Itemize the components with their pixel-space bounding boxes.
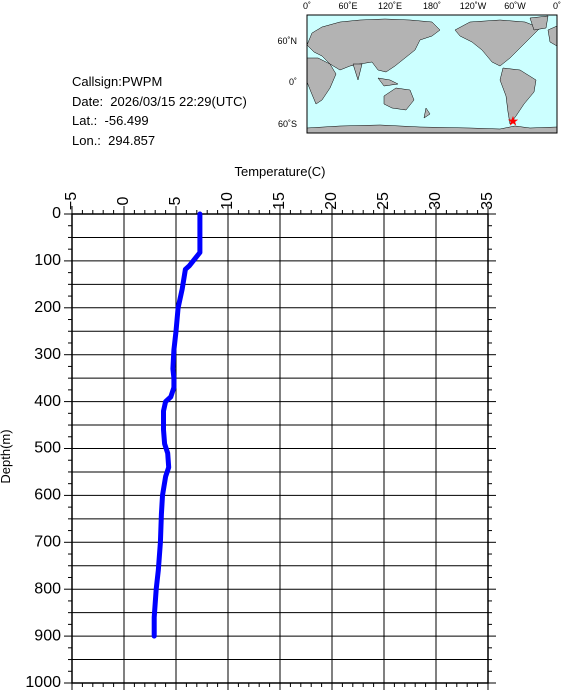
y-axis-title: Depth(m) — [0, 429, 13, 483]
land-south-america — [499, 67, 537, 125]
world-map: 0˚ 60˚E 120˚E 180˚ 120˚W 60˚W 0˚ 60˚N 0˚ 60˚S — [277, 1, 561, 134]
temperature-profile-line — [151, 211, 203, 639]
land-australia — [383, 87, 415, 111]
land-indonesia — [377, 77, 399, 87]
y-tick-label: 700 — [34, 534, 61, 551]
x-tick-label: 10 — [219, 192, 236, 210]
land-africa — [306, 57, 337, 105]
x-tick-label: 35 — [479, 192, 496, 210]
x-tick-label: 30 — [427, 192, 444, 210]
callsign-text: Callsign:PWPM — [72, 74, 163, 89]
y-tick-label: 400 — [34, 393, 61, 410]
map-land — [306, 15, 558, 134]
map-longitude-label: 120˚E — [378, 1, 402, 11]
land-greenland — [529, 15, 549, 31]
map-longitude-label: 180˚ — [423, 1, 441, 11]
map-border — [306, 14, 558, 134]
land-eurasia — [306, 18, 441, 73]
map-latitude-label: 60˚N — [277, 36, 297, 46]
map-longitude-label: 60˚E — [338, 1, 357, 11]
plot-frame — [71, 213, 489, 684]
latitude-text: Lat.: -56.499 — [72, 113, 149, 128]
longitude-text: Lon.: 294.857 — [72, 132, 156, 148]
x-tick-label: 20 — [323, 192, 340, 210]
map-latitude-label: 0˚ — [289, 77, 297, 87]
x-tick-labels: −5 0 5 10 15 20 25 30 35 — [63, 192, 496, 210]
y-tick-label: 300 — [34, 346, 61, 363]
x-tick-label: 5 — [167, 196, 184, 205]
land-new-zealand — [423, 107, 431, 119]
x-tick-label: 0 — [115, 196, 132, 205]
x-tick-label: 25 — [375, 192, 392, 210]
y-tick-label: 1000 — [25, 674, 61, 690]
y-tick-label: 200 — [34, 299, 61, 316]
land-north-america — [454, 19, 541, 67]
y-tick-label: 600 — [34, 487, 61, 504]
station-info: Callsign:PWPM Date: 2026/03/15 22:29(UTC… — [72, 72, 247, 150]
x-tick-label: −5 — [63, 192, 80, 210]
grid — [71, 213, 489, 684]
x-tick-label: 15 — [271, 192, 288, 210]
map-latitude-label: 60˚S — [278, 119, 297, 129]
map-longitude-label: 0˚ — [303, 1, 311, 11]
y-tick-label: 100 — [34, 252, 61, 269]
map-longitude-label: 120˚W — [460, 1, 487, 11]
y-tick-label: 500 — [34, 440, 61, 457]
y-tick-label: 900 — [34, 627, 61, 644]
map-longitude-label: 60˚W — [504, 1, 526, 11]
date-text: Date: 2026/03/15 22:29(UTC) — [72, 93, 247, 109]
y-tick-labels: 0 100 200 300 400 500 600 700 800 900 1000 — [25, 205, 61, 690]
x-axis-title: Temperature(C) — [234, 164, 325, 179]
land-india — [352, 63, 363, 81]
y-tick-label: 0 — [52, 205, 61, 222]
map-labels: 0˚ 60˚E 120˚E 180˚ 120˚W 60˚W 0˚ 60˚N 0˚ 60˚S — [277, 1, 561, 129]
y-tick-label: 800 — [34, 580, 61, 597]
station-star-icon — [507, 116, 519, 126]
map-longitude-label: 0˚ — [553, 1, 561, 11]
